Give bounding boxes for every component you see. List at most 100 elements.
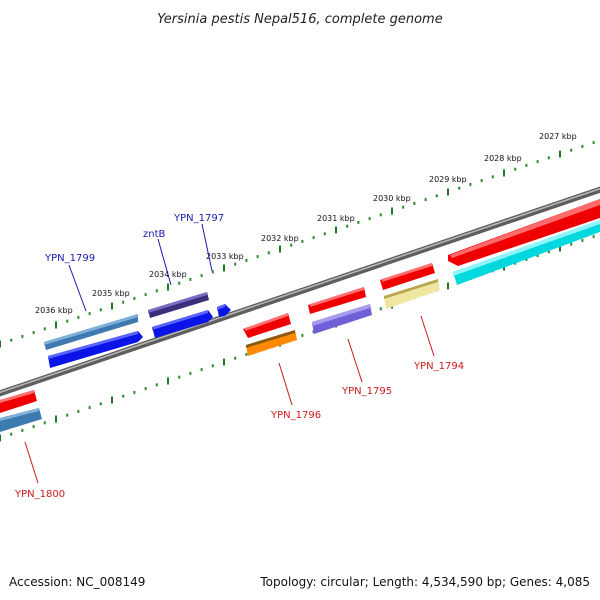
inner-ruler-tick — [21, 428, 24, 432]
tick-label-2036: 2036 kbp — [35, 306, 73, 315]
tick-label-2031: 2031 kbp — [317, 214, 355, 223]
outer-ruler-tick — [570, 148, 573, 152]
gene-ypn1794-red[interactable] — [380, 263, 435, 290]
gene-label-ypn1794[interactable]: YPN_1794 — [413, 361, 464, 372]
outer-ruler-tick — [447, 188, 449, 196]
outer-ruler-tick — [223, 264, 225, 272]
tick-label-2030: 2030 kbp — [373, 194, 411, 203]
inner-ruler-tick — [245, 352, 248, 356]
outer-ruler-tick — [0, 340, 1, 348]
inner-ruler-tick — [547, 250, 550, 254]
outer-ruler-tick — [514, 167, 517, 171]
tick-label-2029: 2029 kbp — [429, 175, 467, 184]
outer-ruler-tick — [111, 302, 113, 310]
outer-ruler-tick — [256, 255, 259, 259]
inner-ruler-tick — [536, 254, 539, 258]
forward-strand-features — [44, 199, 600, 368]
inner-ruler-tick — [223, 358, 225, 366]
outer-ruler-tick — [88, 312, 91, 316]
inner-ruler-tick — [88, 406, 91, 410]
outer-ruler-tick — [32, 331, 35, 335]
outer-ruler-tick — [402, 205, 405, 209]
outer-ruler-tick — [346, 224, 349, 228]
scale-ruler-outer — [0, 141, 595, 348]
outer-ruler-tick — [312, 236, 315, 240]
gene-label-ypn1799[interactable]: YPN_1799 — [44, 253, 95, 264]
outer-ruler-tick — [536, 160, 539, 164]
tick-label-2027: 2027 kbp — [539, 132, 577, 141]
tick-label-2028: 2028 kbp — [484, 154, 522, 163]
inner-ruler-tick — [155, 383, 158, 387]
outer-ruler-tick — [391, 207, 393, 215]
topology-text: Topology: circular; Length: 4,534,590 bp… — [259, 575, 590, 589]
inner-ruler-tick — [99, 402, 102, 406]
inner-ruler-tick — [0, 434, 1, 442]
outer-ruler-tick — [335, 226, 337, 234]
gene-ypn1799-inner[interactable] — [48, 331, 143, 368]
inner-ruler-tick — [447, 282, 449, 290]
outer-ruler-tick — [357, 220, 360, 224]
outer-ruler-tick — [279, 245, 281, 253]
outer-ruler-tick — [458, 186, 461, 190]
gene-ypn1794-khaki[interactable] — [384, 279, 440, 309]
outer-ruler-tick — [21, 334, 24, 338]
gene-zntB-inner[interactable] — [152, 310, 213, 338]
outer-ruler-tick — [211, 270, 214, 274]
gene-ypn1800-blue[interactable] — [0, 408, 42, 432]
reverse-strand-features — [0, 263, 440, 432]
inner-ruler-tick — [111, 396, 113, 404]
gene-label-zntB[interactable]: zntB — [143, 229, 166, 240]
inner-ruler-tick — [144, 387, 147, 391]
inner-ruler-tick — [525, 257, 528, 261]
outer-ruler-tick — [234, 262, 237, 266]
gene-label-ypn1796[interactable]: YPN_1796 — [270, 410, 321, 421]
inner-ruler-tick — [178, 375, 181, 379]
inner-ruler-tick — [211, 364, 214, 368]
genome-backbone — [0, 186, 600, 397]
outer-ruler-tick — [559, 150, 561, 158]
outer-ruler-tick — [43, 327, 46, 331]
inner-ruler-tick — [200, 368, 203, 372]
gene-ypn1800-red[interactable] — [0, 390, 37, 413]
gene-label-ypn1800[interactable]: YPN_1800 — [14, 489, 65, 500]
map-title: Yersinia pestis Nepal516, complete genom… — [157, 12, 442, 27]
gene-label-ypn1795[interactable]: YPN_1795 — [341, 386, 392, 397]
gene-ypn1796-red[interactable] — [243, 313, 291, 338]
outer-ruler-tick — [525, 163, 528, 167]
inner-ruler-tick — [122, 394, 125, 398]
outer-ruler-tick — [155, 289, 158, 293]
outer-ruler-tick — [592, 141, 595, 145]
tick-label-2033: 2033 kbp — [206, 252, 244, 261]
inner-ruler-tick — [77, 409, 80, 413]
outer-ruler-tick — [491, 175, 494, 179]
outer-ruler-tick — [480, 179, 483, 183]
outer-ruler-tick — [290, 243, 293, 247]
tick-label-2035: 2035 kbp — [92, 289, 130, 298]
inner-ruler-tick — [581, 238, 584, 242]
inner-ruler-tick — [570, 242, 573, 246]
accession-text: Accession: NC_008149 — [9, 575, 145, 589]
outer-ruler-tick — [245, 258, 248, 262]
outer-ruler-tick — [144, 293, 147, 297]
outer-ruler-tick — [10, 338, 13, 342]
outer-ruler-tick — [469, 182, 472, 186]
outer-ruler-tick — [413, 201, 416, 205]
gene-label-ypn1797[interactable]: YPN_1797 — [173, 213, 224, 224]
outer-ruler-tick — [435, 194, 438, 198]
inner-ruler-tick — [32, 425, 35, 429]
gene-ypn1796-orange[interactable] — [246, 330, 297, 356]
inner-ruler-tick — [55, 415, 57, 423]
label-connectors — [24, 223, 435, 484]
outer-ruler-tick — [503, 169, 505, 177]
inner-ruler-tick — [43, 421, 46, 425]
inner-ruler-tick — [167, 377, 169, 385]
inner-ruler-tick — [133, 390, 136, 394]
outer-ruler-tick — [55, 321, 57, 329]
outer-ruler-tick — [581, 144, 584, 148]
outer-ruler-tick — [323, 232, 326, 236]
outer-ruler-tick — [379, 213, 382, 217]
outer-ruler-tick — [133, 296, 136, 300]
inner-ruler-tick — [379, 307, 382, 311]
outer-ruler-tick — [178, 281, 181, 285]
outer-ruler-tick — [424, 198, 427, 202]
